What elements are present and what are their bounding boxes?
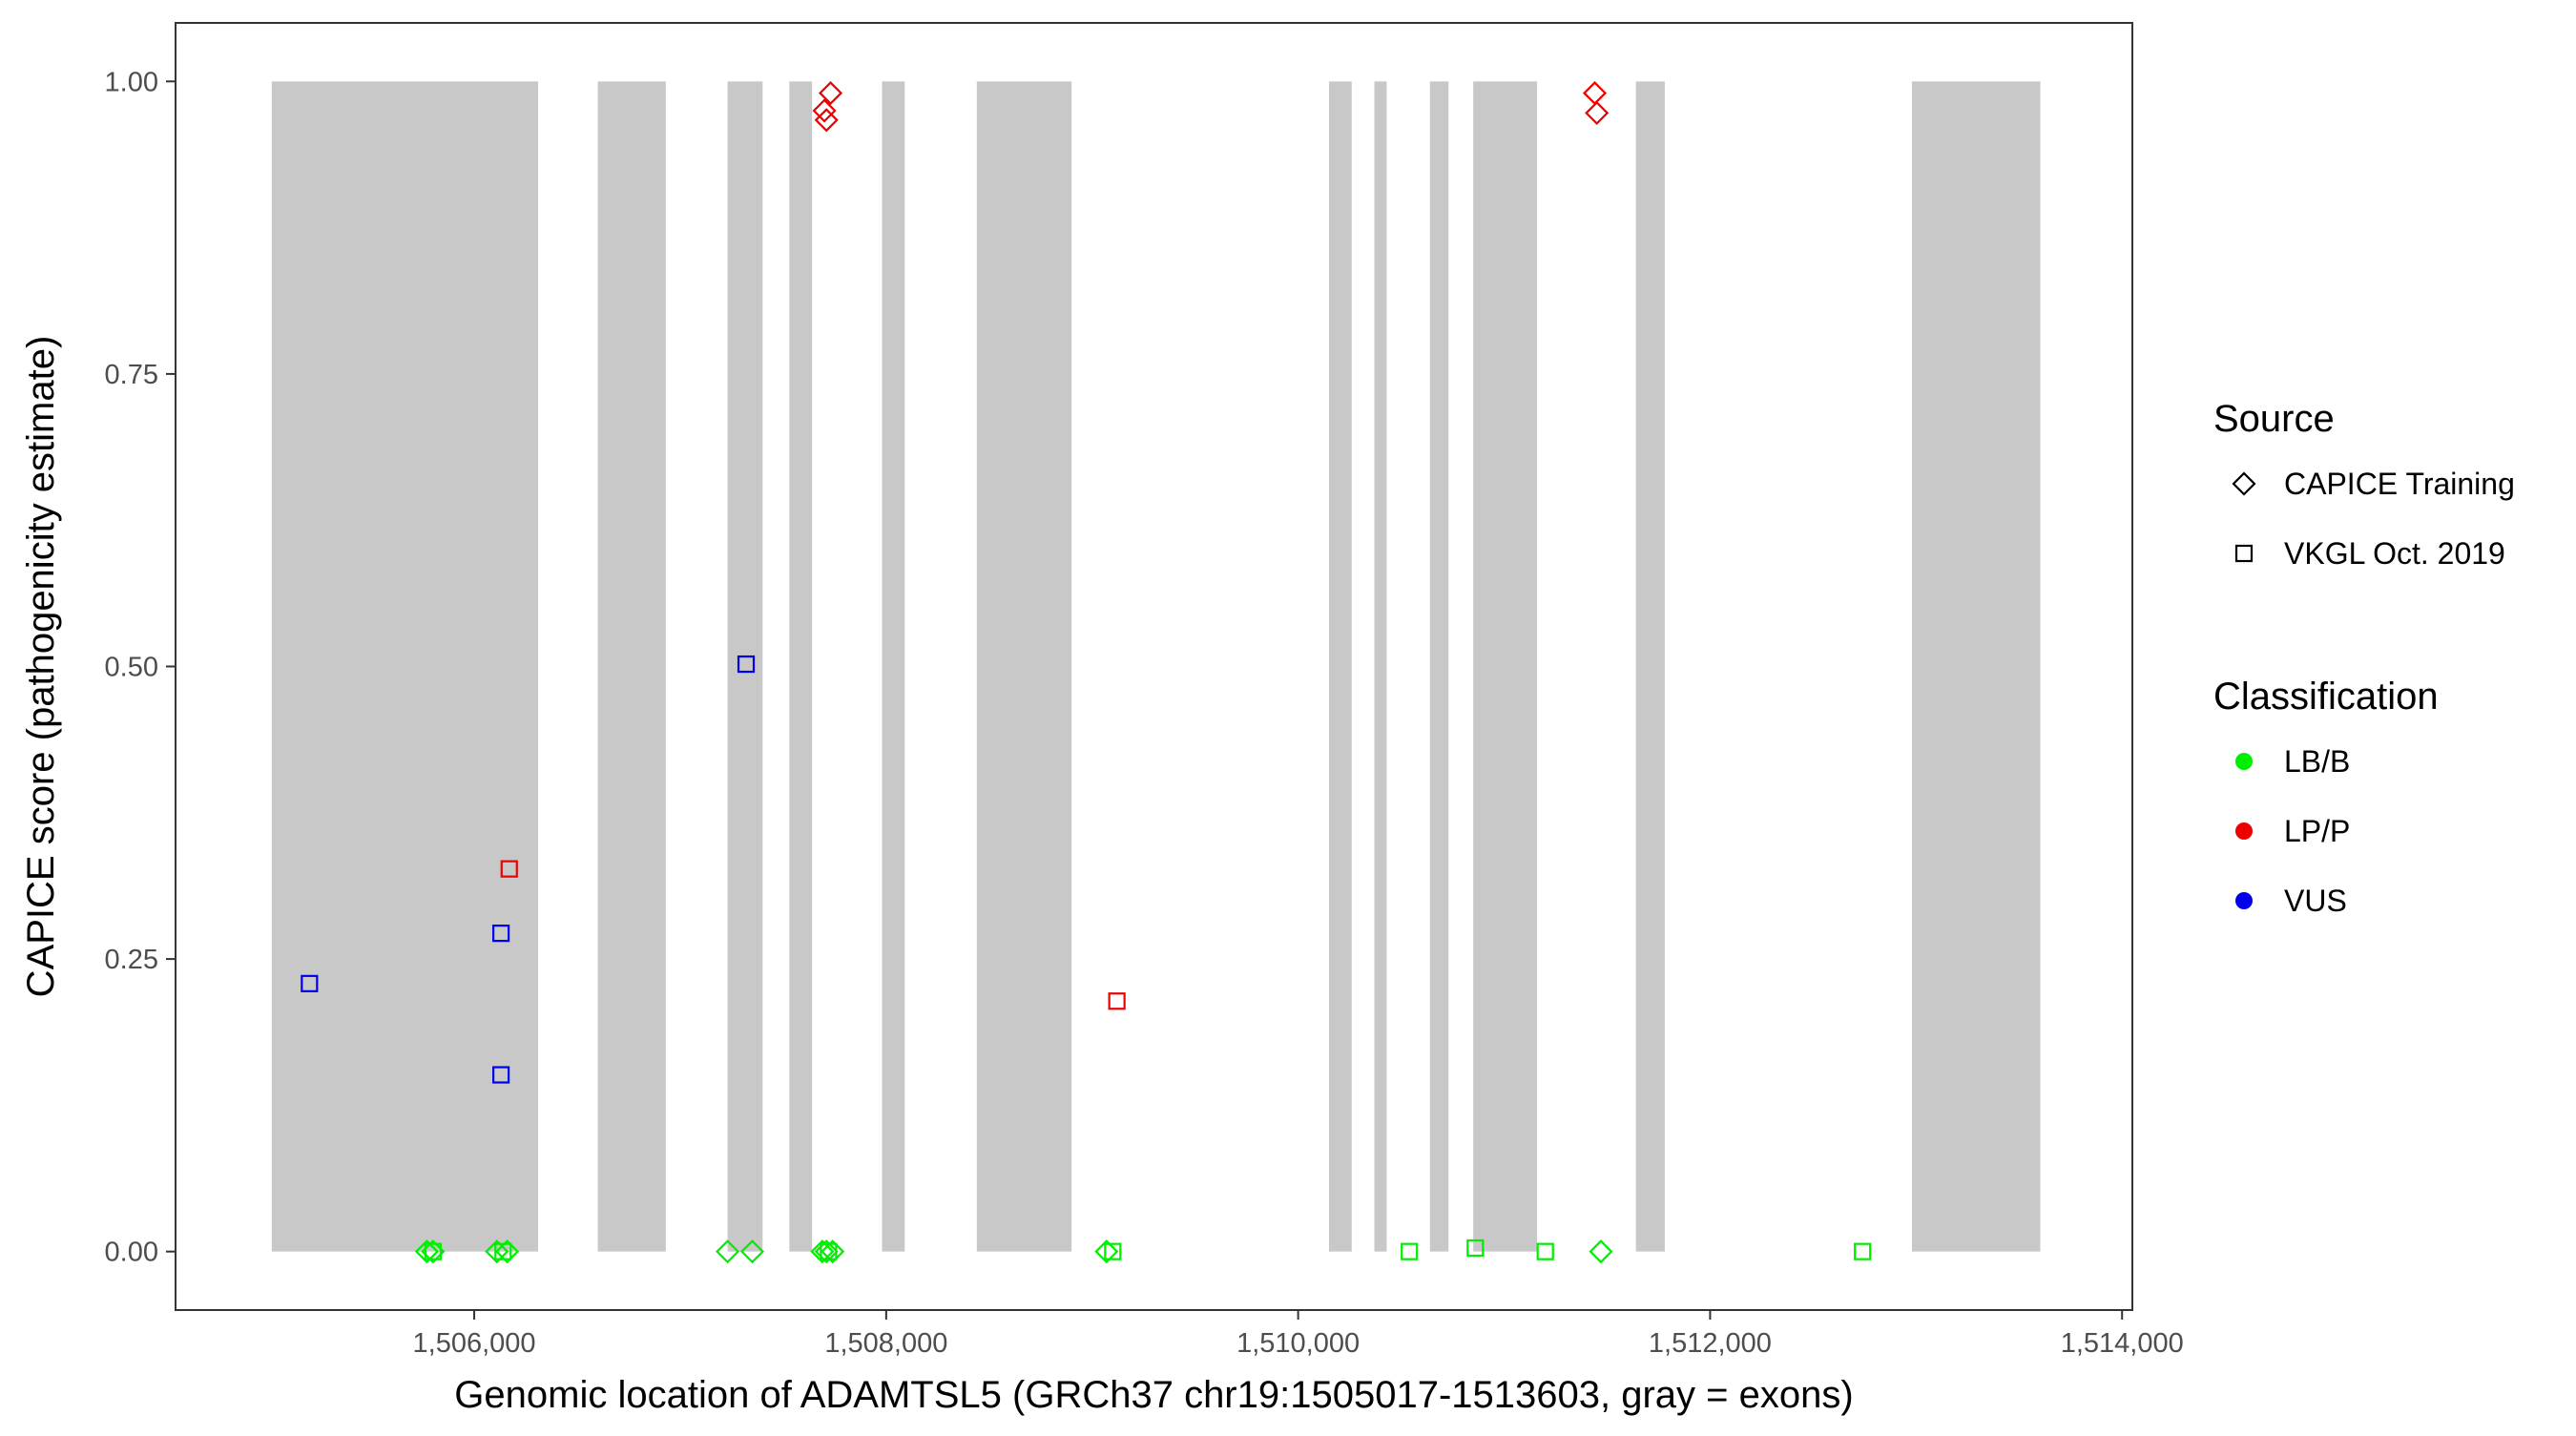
data-point-square bbox=[500, 860, 518, 878]
legend-label: VUS bbox=[2284, 884, 2347, 918]
data-point-square bbox=[492, 1066, 510, 1084]
legend-label: LB/B bbox=[2284, 744, 2350, 779]
y-axis-title: CAPICE score (pathogenicity estimate) bbox=[20, 336, 62, 998]
legend-label: VKGL Oct. 2019 bbox=[2284, 536, 2505, 571]
data-point-diamond bbox=[485, 1239, 509, 1264]
data-point-diamond bbox=[1589, 1239, 1613, 1264]
exon-band bbox=[789, 81, 813, 1252]
exon-band bbox=[1635, 81, 1665, 1252]
data-point-diamond bbox=[495, 1239, 520, 1264]
exon-band bbox=[727, 81, 763, 1252]
legend-key-diamond bbox=[2232, 471, 2256, 496]
x-axis-title: Genomic location of ADAMTSL5 (GRCh37 chr… bbox=[454, 1374, 1853, 1416]
exon-band bbox=[1374, 81, 1387, 1252]
data-point-square bbox=[737, 655, 756, 674]
data-point-square bbox=[1466, 1238, 1485, 1258]
data-point-diamond bbox=[716, 1239, 740, 1264]
x-axis: 1,506,000 1,508,000 1,510,000 1,512,000 1,51… bbox=[413, 1310, 2184, 1359]
exons-layer bbox=[271, 81, 2041, 1252]
data-point-diamond bbox=[814, 108, 839, 133]
x-tick-label: 1,510,000 bbox=[1236, 1328, 1360, 1359]
legend-key-dot bbox=[2235, 892, 2253, 909]
data-point-diamond bbox=[739, 1239, 765, 1264]
data-point-diamond bbox=[1582, 81, 1608, 106]
legend-source-title: Source bbox=[2213, 398, 2335, 440]
data-point-square bbox=[1108, 992, 1126, 1010]
exon-band bbox=[1473, 81, 1538, 1252]
y-tick-label: 1.00 bbox=[105, 67, 158, 97]
exon-band bbox=[1429, 81, 1449, 1252]
data-point-diamond bbox=[414, 1239, 439, 1264]
legend-key-dot bbox=[2235, 822, 2253, 840]
points-layer bbox=[301, 81, 1872, 1264]
data-point-diamond bbox=[810, 1239, 835, 1264]
data-point-square bbox=[1401, 1242, 1419, 1260]
data-point-diamond bbox=[821, 1239, 845, 1264]
exon-band bbox=[1329, 81, 1352, 1252]
exon-band bbox=[597, 81, 666, 1252]
data-point-square bbox=[820, 1242, 838, 1260]
y-tick-label: 0.50 bbox=[105, 653, 158, 683]
data-point-diamond bbox=[812, 98, 837, 123]
data-point-diamond bbox=[1585, 100, 1610, 125]
data-point-square bbox=[1104, 1242, 1122, 1260]
exon-band bbox=[976, 81, 1072, 1252]
exon-band bbox=[1911, 81, 2041, 1252]
data-point-square bbox=[301, 974, 319, 992]
y-axis: 0.00 0.25 0.50 0.75 1.00 bbox=[105, 67, 176, 1268]
y-tick-label: 0.75 bbox=[105, 360, 158, 390]
data-point-diamond bbox=[818, 81, 843, 106]
legend-source: Source CAPICE Training VKGL Oct. 2019 bbox=[2213, 398, 2515, 571]
x-tick-label: 1,508,000 bbox=[824, 1328, 947, 1359]
legend-classification: Classification LB/B LP/P VUS bbox=[2213, 676, 2439, 918]
x-tick-label: 1,512,000 bbox=[1649, 1328, 1772, 1359]
exon-band bbox=[271, 81, 538, 1252]
data-point-square bbox=[424, 1242, 442, 1260]
legend-classification-title: Classification bbox=[2213, 676, 2439, 718]
y-tick-label: 0.00 bbox=[105, 1238, 158, 1268]
data-point-square bbox=[1536, 1242, 1554, 1260]
legend-label: LP/P bbox=[2284, 814, 2350, 848]
exon-band bbox=[882, 81, 905, 1252]
data-point-diamond bbox=[814, 1239, 839, 1264]
legend-key-square bbox=[2234, 544, 2254, 563]
x-tick-label: 1,514,000 bbox=[2061, 1328, 2184, 1359]
y-tick-label: 0.25 bbox=[105, 945, 158, 975]
data-point-square bbox=[494, 1242, 512, 1260]
data-point-square bbox=[492, 925, 510, 943]
legend-label: CAPICE Training bbox=[2284, 467, 2515, 501]
legend-key-dot bbox=[2235, 753, 2253, 770]
x-tick-label: 1,506,000 bbox=[413, 1328, 536, 1359]
data-point-square bbox=[1854, 1242, 1872, 1260]
data-point-diamond bbox=[1094, 1239, 1119, 1264]
